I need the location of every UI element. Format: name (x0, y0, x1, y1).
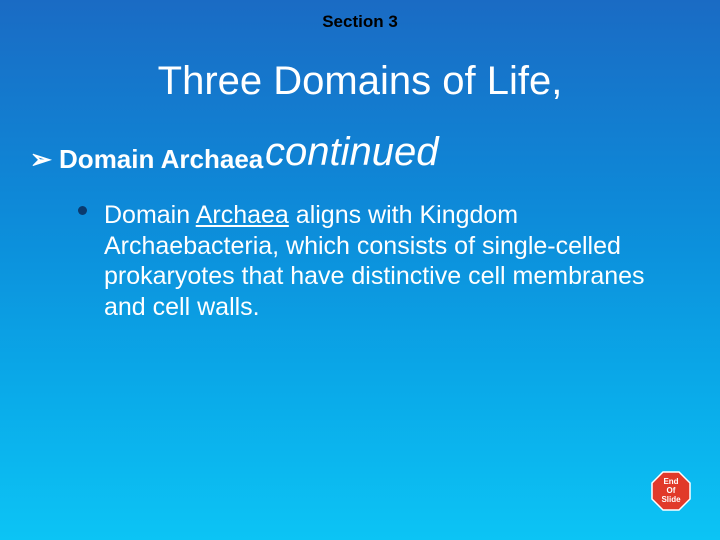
end-label-line1: End (663, 477, 678, 486)
slide-title-continued: continued (265, 130, 438, 175)
slide: Section 3 Three Domains of Life, continu… (0, 0, 720, 540)
subheading-text: Domain Archaea (59, 144, 263, 174)
subheading: ➢ Domain Archaea (30, 144, 263, 175)
end-label-line2: Of (667, 486, 676, 495)
end-label-line3: Slide (661, 495, 681, 504)
slide-title: Three Domains of Life, (0, 58, 720, 104)
chevron-icon: ➢ (30, 144, 52, 174)
body-paragraph: Domain Archaea aligns with Kingdom Archa… (104, 200, 669, 322)
section-label: Section 3 (0, 12, 720, 32)
bullet-icon (78, 206, 87, 215)
stop-sign-icon: End Of Slide (650, 470, 692, 512)
body-prefix: Domain (104, 201, 196, 229)
end-of-slide-button[interactable]: End Of Slide (650, 470, 692, 512)
body-keyword: Archaea (196, 201, 289, 229)
